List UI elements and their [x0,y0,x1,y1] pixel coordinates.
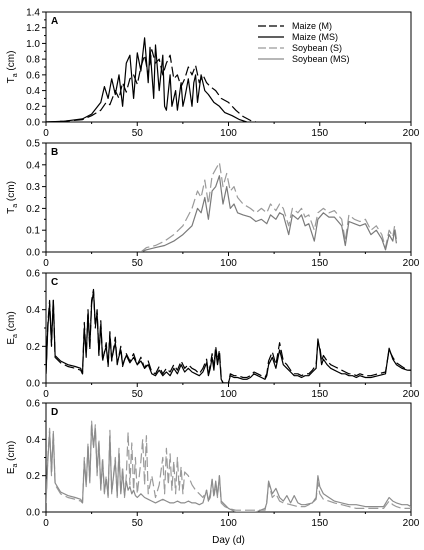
x-tick-label: 100 [220,518,237,529]
series-line [46,37,247,122]
series-line [46,424,411,512]
y-tick-label: 0.2 [26,204,40,215]
panel-A: 0.0 0.2 0.4 0.6 0.8 1.0 1.2 1.4 0 50 100 150 200 A Ta … [6,8,420,140]
y-axis-label: Ea (cm) [6,441,19,474]
x-tick-label: 0 [43,258,49,269]
y-axis-label: Ta (cm) [6,51,19,84]
y-tick-label: 0.4 [26,160,40,171]
x-tick-label: 100 [220,258,237,269]
x-tick-label: 0 [43,518,49,529]
x-tick-label: 200 [403,128,420,139]
y-tick-label: 0.2 [26,471,40,482]
y-tick-label: 1.0 [26,39,40,50]
y-tick-label: 0.4 [26,86,40,97]
y-tick-label: 1.2 [26,23,40,34]
x-tick-label: 150 [311,128,328,139]
y-axis-label: Ta (cm) [6,181,19,214]
y-tick-label: 0.8 [26,55,40,66]
y-tick-label: 0.3 [26,182,40,193]
x-tick-label: 200 [403,518,420,529]
series-line [46,420,411,511]
panel-letter: C [51,277,58,288]
x-tick-label: 50 [132,258,144,269]
panel-B: 0.0 0.1 0.2 0.3 0.4 0.5 0 50 100 150 200 B Ta (cm) [6,139,420,270]
y-tick-label: 0.4 [26,435,40,446]
legend-entry: Soybean (MS) [292,54,350,64]
y-axis-label: Ea (cm) [6,311,19,344]
series-line [46,288,411,383]
series-line [140,162,397,252]
x-tick-label: 100 [220,128,237,139]
series-line [46,49,257,122]
x-tick-label: 150 [311,518,328,529]
panel-letter: A [51,16,58,27]
y-tick-label: 0.1 [26,226,40,237]
plot-frame [45,11,412,123]
legend-entry: Maize (M) [292,21,332,31]
panel-letter: B [51,147,58,158]
y-tick-label: 0.6 [26,269,40,280]
plot-frame [45,402,412,513]
y-tick-label: 1.4 [26,8,40,19]
panel-D: 0.0 0.2 0.4 0.6 0 50 100 150 200 D Ea (cm) Day (d) [6,399,420,547]
panel-C: 0.0 0.2 0.4 0.6 0 50 100 150 200 C Ea (cm) [6,269,420,401]
series-line [46,290,411,383]
legend: Maize (M)Maize (MS)Soybean (S)Soybean (M… [258,21,350,64]
legend-entry: Soybean (S) [292,43,342,53]
x-tick-label: 0 [43,128,49,139]
y-tick-label: 0.4 [26,305,40,316]
y-tick-label: 0.2 [26,342,40,353]
y-tick-label: 0.0 [26,248,40,259]
x-tick-label: 100 [220,389,237,400]
y-tick-label: 0.0 [26,118,40,129]
y-tick-label: 0.6 [26,70,40,81]
x-tick-label: 150 [311,258,328,269]
x-tick-label: 50 [132,389,144,400]
x-tick-label: 0 [43,389,49,400]
x-tick-label: 50 [132,518,144,529]
series-line [140,175,397,252]
x-tick-label: 200 [403,389,420,400]
y-tick-label: 0.6 [26,399,40,410]
y-tick-label: 0.0 [26,508,40,519]
x-tick-label: 200 [403,258,420,269]
x-axis-label: Day (d) [212,535,245,546]
y-tick-label: 0.5 [26,139,40,150]
panel-letter: D [51,407,58,418]
y-tick-label: 0.0 [26,379,40,390]
y-tick-label: 0.2 [26,102,40,113]
x-tick-label: 50 [132,128,144,139]
x-tick-label: 150 [311,389,328,400]
legend-entry: Maize (MS) [292,32,338,42]
